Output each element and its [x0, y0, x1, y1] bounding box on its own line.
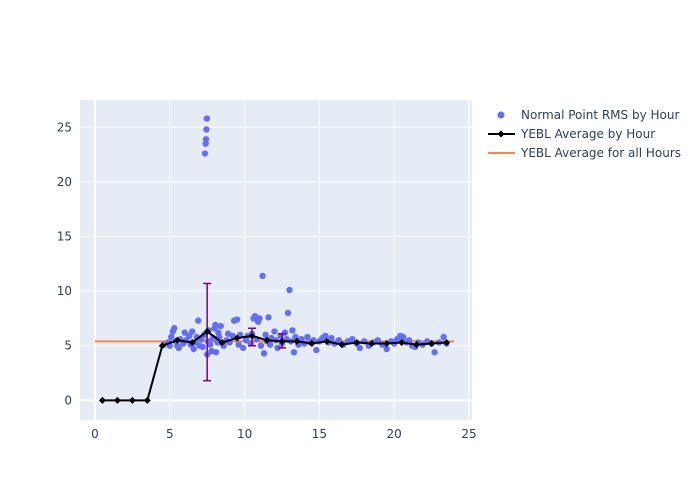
rms-point	[233, 316, 241, 323]
hourly-average-marker	[398, 338, 406, 346]
rms-point	[235, 341, 242, 348]
rms-point	[175, 344, 182, 352]
legend-swatch-points	[497, 111, 505, 119]
rms-point	[349, 335, 356, 343]
rms-point	[431, 349, 438, 356]
rms-point	[286, 286, 293, 294]
rms-point	[335, 337, 343, 344]
rms-point	[322, 332, 329, 340]
rms-point	[313, 346, 320, 354]
legend-swatch-average-marker	[497, 130, 505, 138]
x-tick-label: 25	[461, 427, 476, 441]
rms-point	[274, 344, 281, 352]
legend-label: Normal Point RMS by Hour	[521, 108, 679, 122]
rms-point	[289, 327, 296, 334]
rms-point	[281, 329, 289, 336]
rms-point	[271, 328, 278, 335]
rms-point	[239, 344, 247, 352]
rms-point	[260, 350, 268, 357]
hourly-average-marker	[248, 332, 256, 340]
y-tick-label: 25	[57, 120, 72, 134]
rms-point	[383, 345, 390, 353]
rms-point	[328, 334, 335, 342]
hourly-average-marker	[98, 396, 106, 404]
y-tick-label: 15	[57, 230, 72, 244]
rms-point	[405, 337, 413, 344]
rms-point	[190, 345, 197, 353]
legend-label: YEBL Average by Hour	[520, 127, 655, 141]
rms-point	[201, 150, 209, 157]
rms-point	[257, 342, 265, 349]
hourly-average-marker	[293, 337, 301, 345]
hourly-average-marker	[443, 338, 451, 346]
rms-point	[266, 341, 274, 348]
y-tick-label: 5	[64, 339, 72, 353]
rms-point	[265, 314, 272, 321]
rms-point	[171, 325, 178, 332]
hourly-average-marker	[233, 334, 241, 342]
hourly-average-marker	[128, 396, 136, 404]
hourly-average-marker	[383, 340, 391, 348]
rms-point	[262, 331, 269, 339]
hourly-average-marker	[263, 336, 271, 344]
rms-point	[374, 337, 381, 344]
hourly-average-marker	[278, 337, 286, 345]
rms-point	[189, 328, 196, 335]
y-tick-label: 10	[57, 284, 72, 298]
rms-point	[440, 333, 447, 341]
rms-point	[212, 321, 219, 329]
hourly-average-marker	[428, 340, 436, 348]
rms-point	[203, 115, 211, 122]
hourly-average-marker	[353, 338, 361, 346]
x-tick-label: 0	[91, 427, 99, 441]
legend-label: YEBL Average for all Hours	[520, 146, 681, 160]
rms-point	[194, 317, 202, 324]
rms-point	[181, 329, 188, 336]
rms-point	[202, 136, 210, 143]
hourly-average-marker	[368, 340, 376, 348]
x-tick-label: 10	[237, 427, 252, 441]
rms-point	[168, 333, 175, 341]
avg-layer	[98, 328, 451, 404]
hourly-average-marker	[338, 341, 346, 349]
hourly-average-marker	[203, 328, 211, 336]
hourly-average-marker	[188, 338, 196, 346]
hourly-average-marker	[143, 396, 151, 404]
rms-point	[284, 309, 292, 317]
hourly-average-marker	[413, 341, 421, 349]
hourly-average-marker	[218, 338, 226, 346]
rms-point	[304, 333, 311, 341]
hourly-average-marker	[113, 396, 121, 404]
x-tick-label: 20	[387, 427, 402, 441]
x-tick-label: 15	[312, 427, 327, 441]
x-tick-label: 5	[166, 427, 174, 441]
rms-point	[203, 126, 210, 133]
rms-point	[256, 315, 263, 322]
tick-layer: 0 5 10 15 20 25 0 5 10 15 20 25	[57, 120, 477, 441]
plot-background	[80, 100, 472, 420]
hourly-average-marker	[158, 342, 166, 350]
y-tick-label: 20	[57, 175, 72, 189]
rms-point	[259, 272, 266, 280]
y-tick-label: 0	[64, 393, 72, 407]
rms-point	[399, 333, 407, 341]
legend[interactable]: Normal Point RMS by Hour YEBL Average by …	[488, 108, 681, 160]
rms-point	[217, 322, 224, 330]
rms-point	[206, 341, 214, 348]
rms-point	[212, 349, 220, 356]
hourly-average-marker	[173, 336, 181, 344]
rms-point	[356, 344, 363, 352]
rms-point	[199, 343, 206, 351]
hourly-average-marker	[308, 340, 316, 348]
rms-point	[290, 349, 298, 356]
hourly-average-marker	[323, 337, 331, 345]
